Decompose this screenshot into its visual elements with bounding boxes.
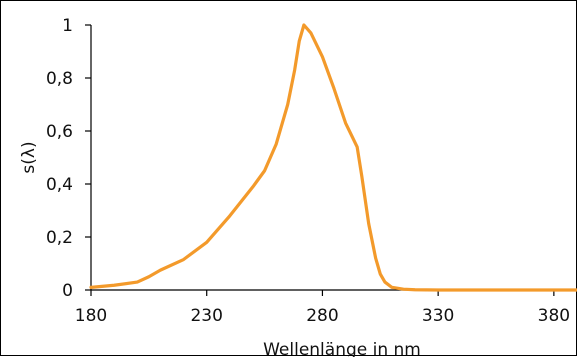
y-tick-label: 0,6 — [46, 122, 73, 142]
y-tick-label: 0 — [62, 281, 73, 301]
y-tick-label: 0,8 — [46, 69, 73, 89]
x-tick-label: 380 — [538, 306, 570, 326]
x-tick-label: 280 — [306, 306, 338, 326]
series-line-0 — [89, 23, 577, 292]
y-tick-label: 0,4 — [46, 175, 73, 195]
y-axis-title: s(λ) — [19, 141, 39, 173]
y-tick-label: 0,2 — [46, 228, 73, 248]
x-tick-label: 230 — [190, 306, 222, 326]
x-tick-label: 180 — [75, 306, 107, 326]
y-tick-label: 1 — [62, 16, 73, 36]
x-axis-title: Wellenlänge in nm — [263, 340, 421, 357]
x-tick-label: 330 — [422, 306, 454, 326]
